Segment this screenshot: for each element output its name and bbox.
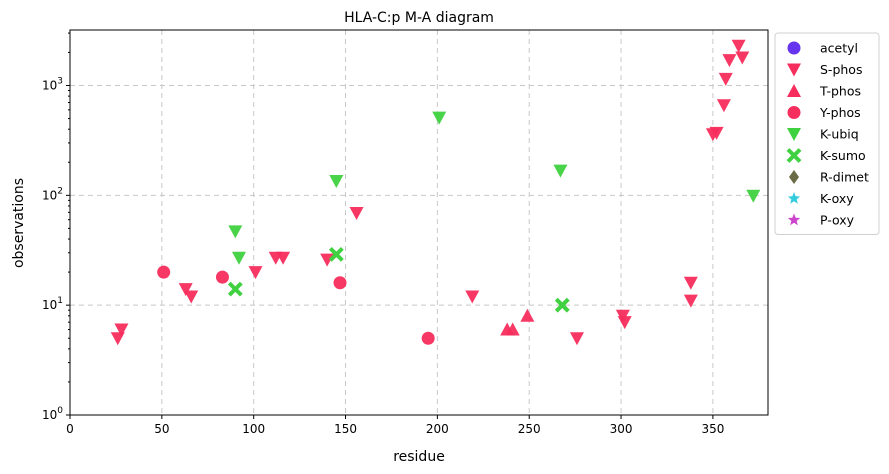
x-tick-label: 150 xyxy=(334,422,357,436)
data-point xyxy=(228,225,243,239)
y-tick-label: 103 xyxy=(42,76,63,92)
grid-layer xyxy=(70,30,768,415)
legend-label: K-ubiq xyxy=(820,127,859,142)
legend-marker xyxy=(789,170,799,184)
points-layer xyxy=(110,39,761,346)
data-point xyxy=(617,316,632,330)
chart-title: HLA-C:p M-A diagram xyxy=(344,10,494,26)
data-point xyxy=(333,276,347,290)
legend-marker xyxy=(787,63,801,77)
data-point xyxy=(248,266,263,280)
legend-item: K-ubiq xyxy=(787,127,859,142)
x-tick-label: 300 xyxy=(610,422,633,436)
data-point xyxy=(320,253,335,267)
data-point xyxy=(184,290,199,304)
legend-label: K-oxy xyxy=(820,191,854,206)
legend-label: P-oxy xyxy=(820,213,855,228)
data-point xyxy=(329,175,344,189)
x-tick-label: 200 xyxy=(426,422,449,436)
legend-item: P-oxy xyxy=(787,213,855,228)
y-tick-label: 101 xyxy=(42,296,63,312)
legend-box xyxy=(774,32,880,235)
legend-item: R-dimet xyxy=(789,170,869,185)
data-point xyxy=(227,281,243,297)
y-tick-label: 100 xyxy=(42,406,63,422)
data-point xyxy=(432,111,447,125)
legend-item: T-phos xyxy=(787,84,861,99)
legend-marker xyxy=(787,41,801,55)
x-tick-label: 100 xyxy=(242,422,265,436)
data-point xyxy=(554,297,570,313)
legend-marker xyxy=(787,84,801,97)
y-tick-label: 102 xyxy=(42,186,63,202)
legend-item: Y-phos xyxy=(787,105,861,120)
legend-label: K-sumo xyxy=(820,148,866,163)
data-point xyxy=(231,251,246,265)
data-point xyxy=(553,164,568,178)
data-point xyxy=(114,323,129,337)
legend-marker xyxy=(787,213,801,226)
legend-marker xyxy=(787,106,801,119)
legend-label: R-dimet xyxy=(820,170,869,185)
data-point xyxy=(722,54,737,68)
legend-marker xyxy=(786,148,802,163)
data-point xyxy=(709,126,724,140)
data-point xyxy=(328,246,344,262)
data-point xyxy=(178,283,193,297)
x-tick-label: 50 xyxy=(154,422,169,436)
legend-item: K-oxy xyxy=(787,191,854,206)
data-point xyxy=(569,332,584,346)
x-tick-label: 250 xyxy=(518,422,541,436)
data-point xyxy=(716,99,731,113)
y-axis-label: observations xyxy=(11,178,27,268)
legend-item: K-sumo xyxy=(786,148,866,163)
plot-area xyxy=(69,29,769,416)
data-point xyxy=(731,39,746,53)
data-point xyxy=(349,207,364,221)
x-axis-label: residue xyxy=(393,449,445,465)
data-point xyxy=(683,276,698,290)
data-point xyxy=(505,322,520,336)
legend-label: T-phos xyxy=(819,84,861,99)
legend: acetyl S-phos T-phos Y-phos K-ubiq K-sumo R-di… xyxy=(774,32,880,235)
x-axis: 0 50 100 150 200 250 300 350 xyxy=(66,415,724,436)
legend-marker xyxy=(787,128,801,141)
data-point xyxy=(683,294,698,308)
legend-item: S-phos xyxy=(787,62,862,77)
legend-marker xyxy=(787,192,801,204)
data-point xyxy=(215,270,229,284)
x-tick-label: 350 xyxy=(701,422,724,436)
legend-label: acetyl xyxy=(820,41,858,56)
legend-label: Y-phos xyxy=(819,105,861,120)
legend-label: S-phos xyxy=(820,62,862,77)
legend-item: acetyl xyxy=(787,41,858,56)
y-axis: 100 101 102 103 xyxy=(42,32,70,422)
data-point xyxy=(421,331,435,345)
data-point xyxy=(276,251,291,265)
data-point xyxy=(465,290,480,304)
data-point xyxy=(520,308,535,322)
x-tick-label: 0 xyxy=(66,422,74,436)
data-point xyxy=(157,265,171,279)
data-point xyxy=(735,51,750,65)
data-point xyxy=(746,189,761,203)
data-point xyxy=(718,72,733,86)
